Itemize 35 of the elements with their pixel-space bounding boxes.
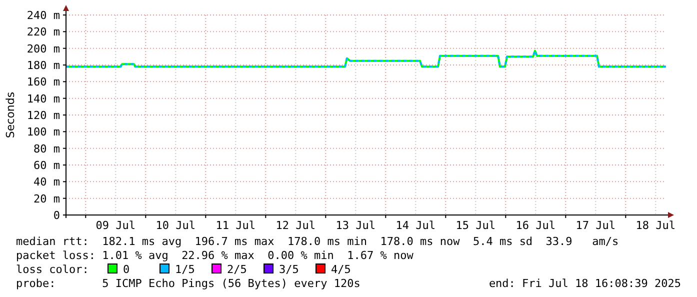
y-tick-label: 120 m <box>26 109 60 122</box>
legend-label: 2/5 <box>227 263 247 276</box>
x-tick-label: 11 Jul <box>216 219 256 232</box>
x-tick-label: 09 Jul <box>96 219 136 232</box>
legend-label: 4/5 <box>331 263 351 276</box>
legend-label: 1/5 <box>175 263 195 276</box>
text: probe: 5 ICMP Echo Pings (56 Bytes) every 120s <box>16 277 360 290</box>
y-tick-label: 40 m <box>34 176 60 189</box>
x-tick-label: 12 Jul <box>276 219 316 232</box>
y-tick-label: 140 m <box>26 92 60 106</box>
legend-label: 3/5 <box>279 263 299 276</box>
y-tick-label: 200 m <box>26 42 60 56</box>
y-tick-label: 80 m <box>34 142 60 156</box>
x-tick-label: 15 Jul <box>456 219 496 232</box>
x-tick-label: 16 Jul <box>516 219 556 232</box>
text: median rtt: 182.1 ms avg 196.7 ms max 178.0 ms min 178.0 ms now 5.4 ms sd 33.9 am/s <box>16 235 619 248</box>
x-tick-label: 18 Jul <box>636 219 676 232</box>
y-axis-title: Seconds <box>4 92 17 138</box>
y-tick-label: 100 m <box>26 126 60 139</box>
y-tick-label: 180 m <box>26 59 60 72</box>
y-tick-label: 20 m <box>34 192 60 206</box>
y-tick-label: 0 <box>53 209 60 222</box>
legend-label: 0 <box>123 263 130 276</box>
x-tick-label: 17 Jul <box>576 219 616 232</box>
line-series <box>65 50 667 68</box>
legend-title: loss color: <box>16 263 89 276</box>
text: end: Fri Jul 18 16:08:39 2025 <box>488 277 681 290</box>
x-tick-label: 10 Jul <box>156 219 196 232</box>
y-tick-label: 60 m <box>34 159 60 172</box>
y-tick-label: 220 m <box>26 26 60 39</box>
text: packet loss: 1.01 % avg 22.96 % max 0.00 % min 1.67 % now <box>16 249 414 262</box>
y-tick-label: 160 m <box>26 76 60 89</box>
x-tick-label: 14 Jul <box>396 219 436 232</box>
y-tick-label: 240 m <box>26 9 60 22</box>
x-tick-label: 13 Jul <box>336 219 376 232</box>
